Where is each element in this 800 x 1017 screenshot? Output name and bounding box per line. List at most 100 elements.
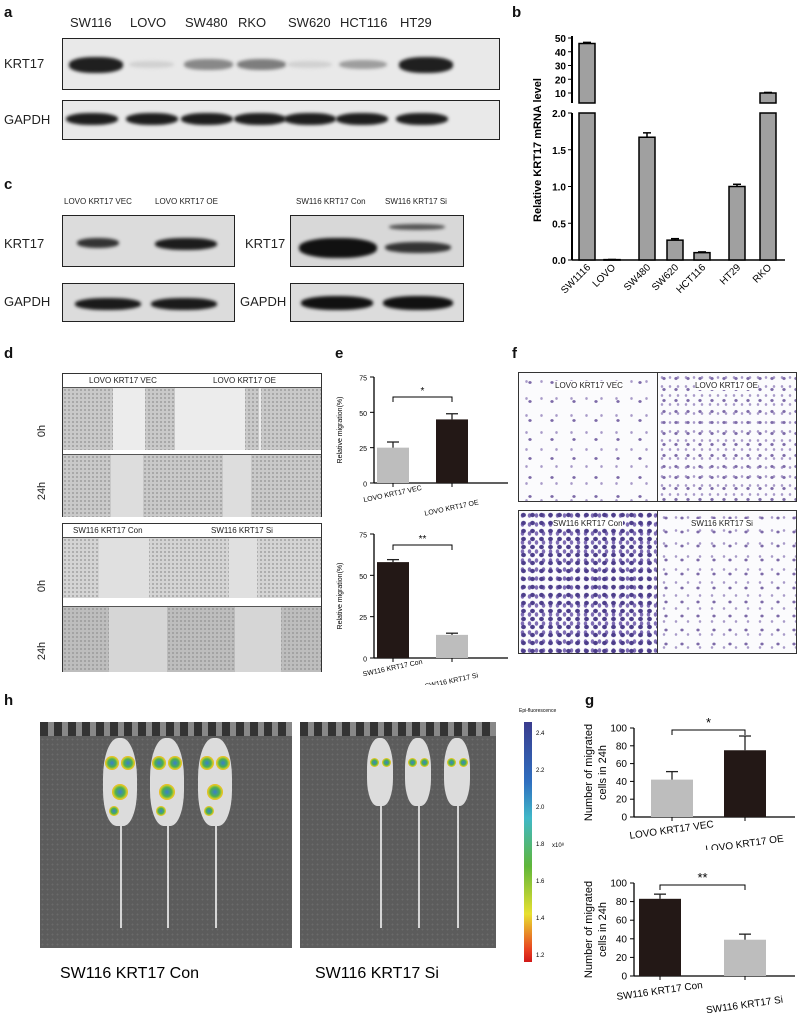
x-tick-label: LOVO KRT17 VEC	[629, 819, 715, 842]
significance-marker: **	[697, 870, 707, 885]
mouse-image-si	[300, 722, 496, 948]
caption-con: SW116 KRT17 Con	[60, 965, 200, 982]
y-axis-label: Number of migrated	[583, 881, 595, 978]
row-label-gapdh: GAPDH	[240, 294, 287, 309]
bar	[377, 562, 409, 658]
y-tick-label: 10	[555, 89, 567, 100]
y-tick-label: 2.0	[552, 109, 566, 120]
y-tick-label: 100	[610, 724, 627, 735]
fluorescence-signal	[419, 758, 429, 767]
fluorescence-signal	[207, 784, 223, 800]
y-tick-label: 0	[621, 813, 627, 824]
axis-break	[577, 104, 597, 112]
holder	[40, 722, 292, 736]
x-tick-label: SW116 KRT17 Con	[616, 980, 704, 1003]
bar	[693, 251, 711, 261]
time-label-24h: 24h	[36, 481, 49, 501]
bar	[436, 634, 468, 658]
row-label-gapdh: GAPDH	[4, 112, 51, 127]
fluorescence-signal	[200, 756, 214, 770]
header: SW116 KRT17 Con	[553, 519, 623, 528]
bar	[666, 239, 684, 261]
krt17-blot-lovo	[62, 215, 235, 267]
y-axis-label: Number of migrated	[583, 724, 595, 821]
panel-label-e: e	[335, 345, 344, 362]
krt17-band	[69, 57, 123, 73]
gapdh-band	[396, 113, 448, 125]
row-label-krt17: KRT17	[245, 236, 286, 251]
header: LOVO KRT17 OE	[213, 376, 276, 385]
y-tick-label: 60	[616, 916, 628, 927]
gapdh-band	[126, 113, 178, 125]
y-tick-label: 60	[616, 759, 628, 770]
krt17-band	[237, 59, 286, 70]
y-tick-label: 75	[359, 376, 367, 383]
fluorescence-signal	[381, 758, 391, 767]
bar	[436, 419, 468, 483]
fluorescence-signal	[369, 758, 379, 767]
lane-label: LOVO KRT17 VEC	[64, 197, 132, 206]
header: LOVO KRT17 OE	[695, 381, 758, 390]
krt17-blot	[62, 38, 500, 90]
panel-label-f: f	[512, 345, 517, 362]
y-tick-label: 1.5	[552, 146, 566, 157]
row-label-krt17: KRT17	[4, 56, 45, 71]
header: SW116 KRT17 Si	[211, 526, 273, 535]
bar	[724, 939, 766, 976]
lane-label: LOVO KRT17 OE	[155, 197, 218, 206]
mouse	[150, 738, 184, 827]
gapdh-blot-lovo	[62, 283, 235, 322]
y-tick-label: 0	[363, 657, 367, 664]
x-tick-label: LOVO KRT17 OE	[424, 499, 480, 517]
y-tick-label: 40	[616, 934, 628, 945]
mouse-tail	[457, 805, 459, 928]
y-tick-label: 40	[616, 777, 628, 788]
time-label-24h: 24h	[36, 641, 49, 661]
fluorescence-signal	[121, 756, 135, 770]
significance-marker: *	[706, 715, 711, 730]
gapdh-blot-sw116	[290, 283, 464, 322]
x-tick-label: LOVO KRT17 VEC	[363, 485, 423, 504]
transwell-box-lovo: LOVO KRT17 VEC LOVO KRT17 OE	[518, 372, 797, 502]
gapdh-band	[234, 113, 286, 125]
lane-label: SW116	[70, 15, 112, 30]
mouse-tail	[120, 826, 122, 928]
significance-bracket	[392, 396, 453, 402]
krt17-blot-sw116	[290, 215, 464, 267]
colorbar-tick-label: 2.0	[536, 805, 545, 811]
x-tick-label: RKO	[751, 262, 774, 285]
fluorescence-signal	[407, 758, 417, 767]
colorbar-tick-label: 1.6	[536, 879, 545, 885]
lane-label: LOVO	[130, 15, 167, 30]
fluorescence-signal	[152, 756, 166, 770]
chart-g2-migrated-cells: 0 20 40 60 80 100 Number of migrated cells in 2…	[583, 870, 795, 1016]
y-axis-label: cells in 24h	[597, 745, 609, 800]
lane-label: SW480	[185, 15, 228, 30]
krt17-band	[399, 57, 453, 73]
panel-label-h: h	[4, 692, 14, 709]
x-tick-label: SW480	[622, 262, 653, 293]
panel-label-b: b	[512, 4, 522, 21]
colorbar-unit: x10⁸	[552, 843, 565, 849]
y-tick-label: 50	[359, 574, 367, 581]
x-tick-label: HT29	[718, 262, 743, 287]
mouse-tail	[418, 805, 420, 928]
row-label-krt17: KRT17	[4, 236, 45, 251]
y-tick-label: 20	[555, 75, 567, 86]
y-axis-label: cells in 24h	[597, 902, 609, 957]
bar-upper	[759, 92, 777, 104]
mouse-tail	[215, 826, 217, 928]
fluorescence-signal	[105, 756, 119, 770]
x-tick-label: HCT116	[675, 262, 709, 296]
y-axis-label: Relative KRT17 mRNA level	[532, 78, 544, 222]
wound-box-sw116: SW116 KRT17 Con SW116 KRT17 Si	[62, 523, 322, 672]
krt17-band	[287, 60, 332, 68]
gapdh-blot	[62, 100, 500, 140]
colorbar-tick-label: 2.4	[536, 731, 545, 737]
holder	[300, 722, 496, 736]
header: LOVO KRT17 VEC	[555, 381, 623, 390]
significance-marker: *	[421, 386, 425, 397]
lane-label: HCT116	[340, 15, 388, 30]
header: SW116 KRT17 Con	[73, 526, 143, 535]
